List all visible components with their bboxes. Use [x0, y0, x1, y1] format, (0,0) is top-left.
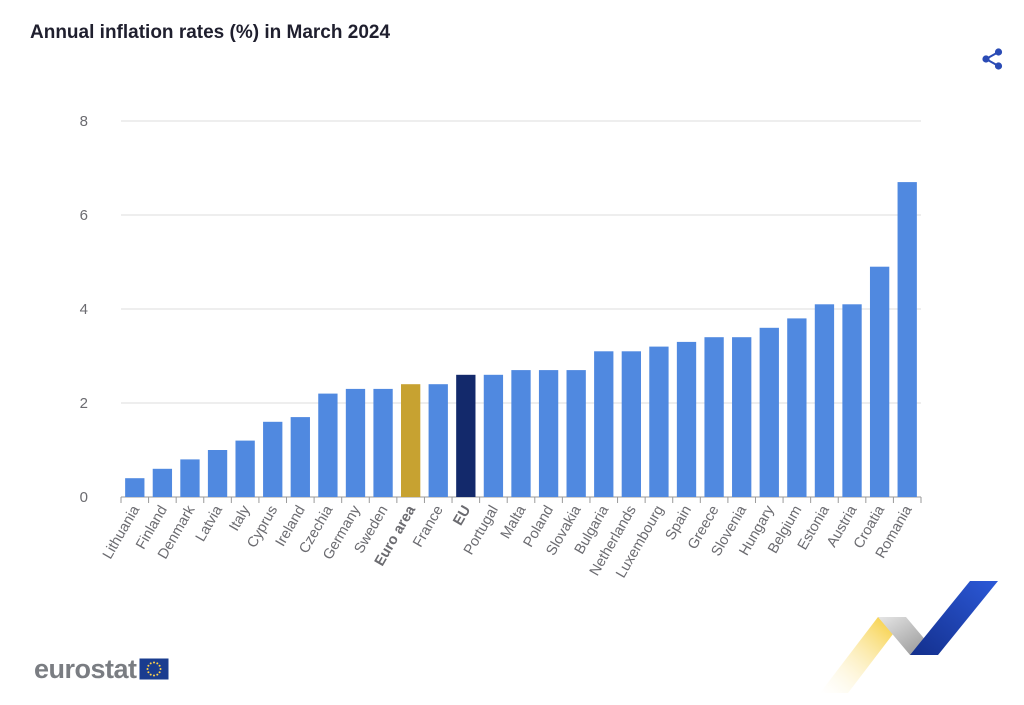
bar	[676, 341, 697, 497]
bar	[263, 421, 283, 497]
x-tick-label: Latvia	[193, 502, 227, 544]
bar	[125, 478, 145, 497]
share-button[interactable]	[978, 44, 1008, 74]
bar	[704, 337, 724, 497]
bar	[897, 182, 917, 497]
bar	[814, 304, 835, 497]
bar	[290, 417, 310, 497]
bar	[456, 374, 476, 497]
bar	[869, 266, 890, 497]
bar	[180, 459, 200, 497]
x-tick-label: Italy	[226, 502, 254, 534]
bar	[649, 346, 669, 497]
x-tick-label: Lithuania	[100, 502, 144, 562]
share-icon	[982, 48, 1003, 70]
bar	[732, 337, 752, 497]
bar	[759, 327, 779, 497]
bar	[235, 440, 255, 497]
y-tick-label: 6	[80, 207, 88, 224]
bar	[373, 388, 393, 497]
y-tick-label: 8	[80, 113, 88, 130]
bar	[152, 468, 173, 497]
bar	[842, 304, 862, 497]
y-tick-label: 2	[80, 395, 88, 412]
eu-flag-icon	[138, 658, 169, 680]
x-tick-label: EU	[450, 503, 474, 528]
bar	[621, 351, 641, 497]
y-tick-label: 0	[80, 489, 88, 506]
bar	[401, 384, 421, 497]
bar	[428, 384, 448, 497]
eurostat-logo: eurostat	[34, 654, 169, 684]
bar	[318, 393, 338, 497]
chart-title: Annual inflation rates (%) in March 2024	[30, 22, 391, 43]
bar	[594, 351, 614, 497]
logo-text: eurostat	[34, 653, 137, 684]
bar	[483, 374, 504, 497]
decorative-ribbon	[820, 581, 998, 693]
bar	[345, 388, 366, 497]
bar	[511, 370, 531, 497]
y-tick-label: 4	[80, 301, 88, 318]
bar	[207, 450, 228, 497]
bar	[787, 318, 807, 497]
bar	[566, 370, 586, 497]
bar	[538, 370, 559, 497]
